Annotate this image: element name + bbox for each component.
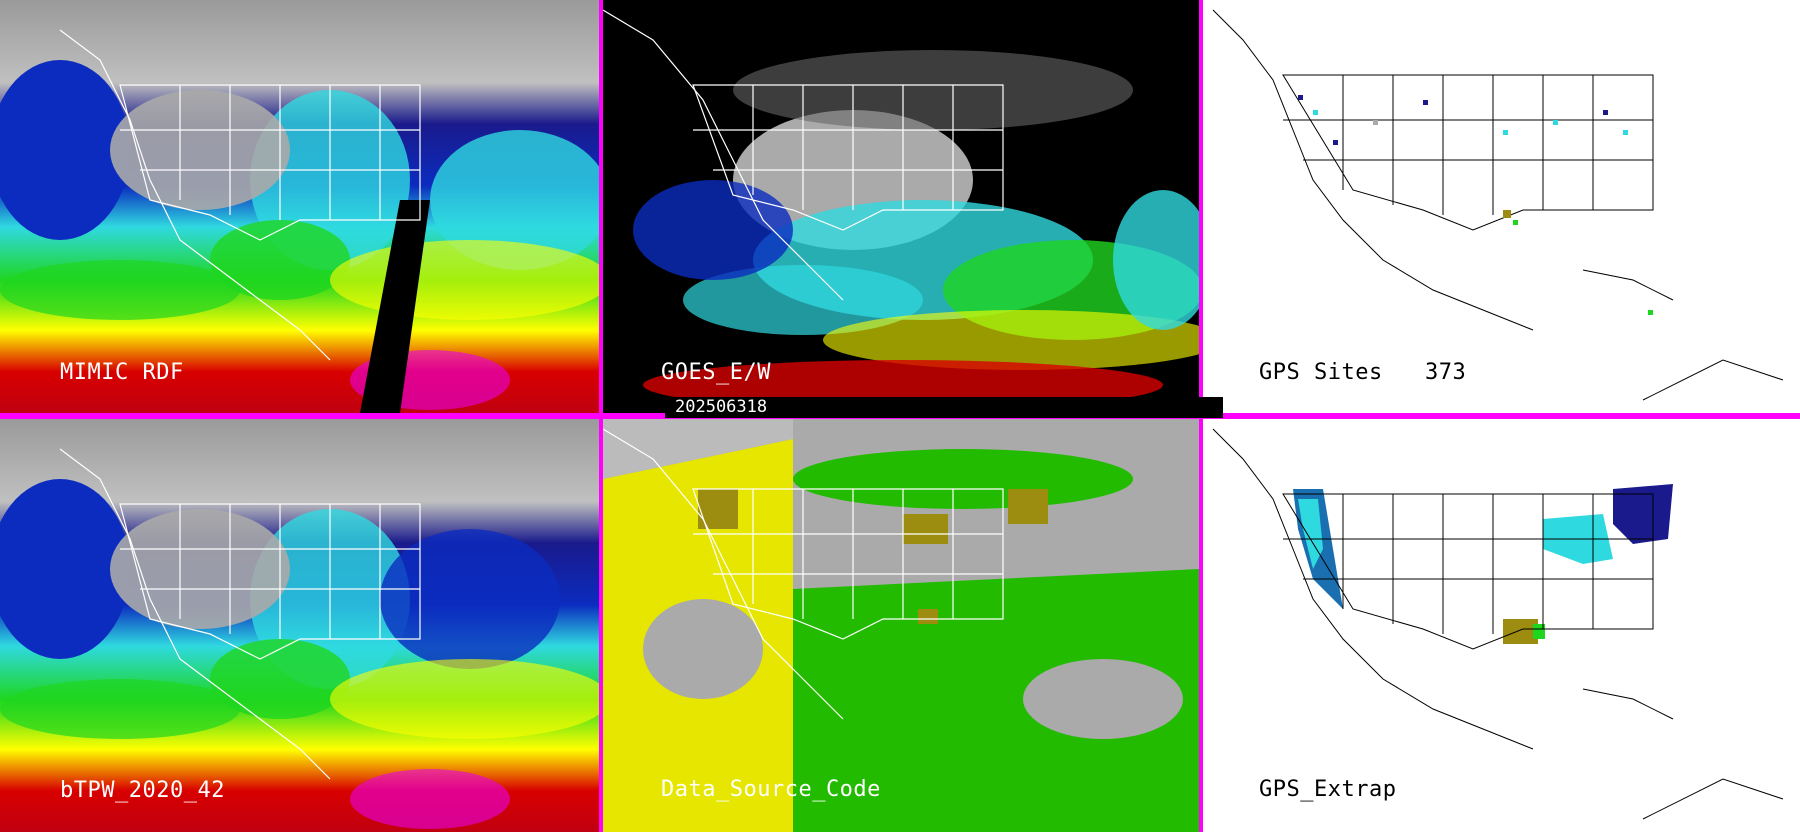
panel-data-source: Data_Source_Code bbox=[603, 419, 1199, 832]
panel-mimic-rdf: MIMIC RDF bbox=[0, 0, 599, 413]
panel-btpw: bTPW_2020_42 bbox=[0, 419, 599, 832]
panel-gps-sites: GPS Sites 373 bbox=[1203, 0, 1800, 413]
satellite-pw-map bbox=[603, 0, 1199, 413]
timestamp-text: 202506318 bbox=[675, 397, 768, 417]
panel-label: GPS_Extrap bbox=[1259, 777, 1397, 802]
blended-tpw-map bbox=[0, 419, 599, 832]
panel-label: Data_Source_Code bbox=[661, 777, 881, 802]
timestamp-bar: 202506318 bbox=[665, 397, 1223, 418]
gps-sites-map bbox=[1203, 0, 1800, 413]
panel-goes-ew: GOES_E/W bbox=[603, 0, 1199, 413]
panel-gps-extrap: GPS_Extrap bbox=[1203, 419, 1800, 832]
gps-site-markers bbox=[1298, 95, 1653, 315]
pw-field-map bbox=[0, 0, 599, 413]
data-source-code-map bbox=[603, 419, 1199, 832]
panel-label: MIMIC RDF bbox=[60, 360, 184, 385]
site-count: 373 bbox=[1425, 360, 1467, 385]
gps-extrap-map bbox=[1203, 419, 1800, 832]
panel-label: GOES_E/W bbox=[661, 360, 771, 385]
panel-label: GPS Sites bbox=[1259, 360, 1383, 385]
panel-label: bTPW_2020_42 bbox=[60, 778, 225, 803]
